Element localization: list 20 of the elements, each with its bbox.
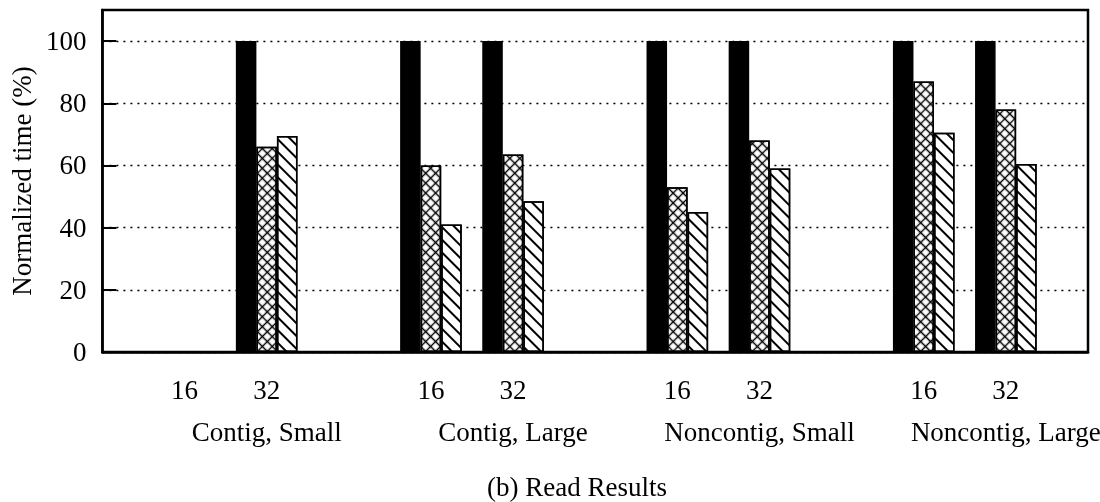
x-tick-label: 16 [417,374,445,405]
text: Noncontig, Large [910,417,1100,447]
y-tick-label: 60 [59,150,87,181]
x-tick-label: 16 [910,374,938,405]
x-tick-label: 32 [499,374,527,405]
y-tick-label: 20 [59,274,87,305]
y-tick-label: 100 [45,26,87,57]
x-tick-label: 16 [663,374,691,405]
y-tick-label: 80 [59,88,87,119]
text: Contig, Small [191,417,342,447]
y-tick-label: 0 [72,337,87,367]
y-axis-title: Normalized time (%) [6,66,37,296]
text: (b) Read Results [487,471,667,502]
x-tick-label: 32 [992,374,1020,405]
text: Noncontig, Small [664,417,855,447]
text: Contig, Large [438,417,588,447]
y-tick-label: 40 [59,212,87,243]
x-tick-label: 16 [171,374,199,405]
x-tick-label: 32 [745,374,773,405]
x-tick-label: 32 [253,374,281,405]
